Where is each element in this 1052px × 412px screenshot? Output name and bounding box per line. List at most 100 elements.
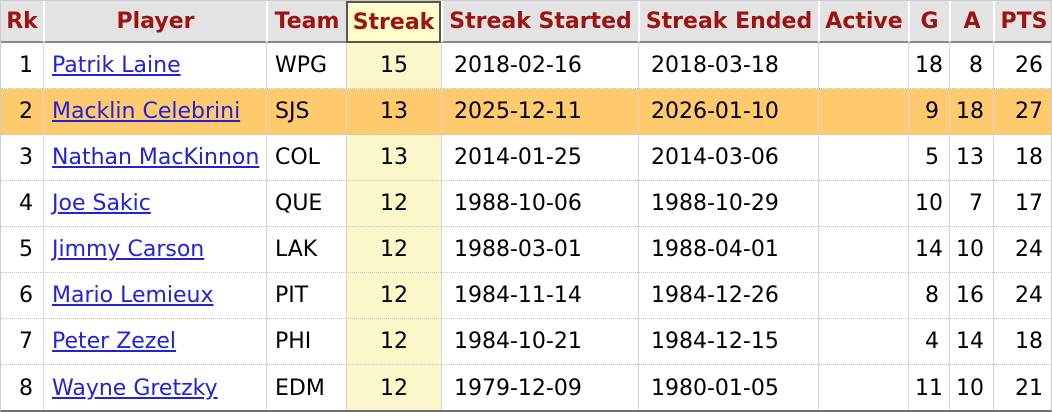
cell-active [818, 89, 908, 135]
cell-assists: 8 [949, 43, 993, 89]
cell-active [818, 319, 908, 365]
player-link[interactable]: Mario Lemieux [52, 283, 214, 308]
cell-assists: 18 [949, 89, 993, 135]
player-link[interactable]: Macklin Celebrini [52, 99, 241, 124]
cell-player: Mario Lemieux [43, 273, 266, 319]
player-link[interactable]: Wayne Gretzky [52, 375, 218, 401]
cell-points: 27 [993, 89, 1051, 135]
column-header-team[interactable]: Team [266, 1, 346, 43]
cell-streak: 15 [346, 43, 441, 89]
cell-goals: 4 [908, 319, 949, 365]
cell-team: LAK [266, 227, 346, 273]
cell-assists: 14 [949, 319, 993, 365]
table-row: 3 Nathan MacKinnon COL 13 2014-01-25 201… [1, 135, 1051, 181]
cell-streak-started: 2014-01-25 [441, 135, 638, 181]
cell-goals: 5 [908, 135, 949, 181]
player-link[interactable]: Patrik Laine [52, 53, 181, 78]
cell-streak-ended: 1980-01-05 [638, 365, 818, 410]
cell-goals: 11 [908, 365, 949, 410]
cell-points: 21 [993, 365, 1051, 410]
cell-assists: 10 [949, 365, 993, 410]
cell-streak: 12 [346, 273, 441, 319]
cell-rank: 4 [1, 181, 43, 227]
header-row: Rk Player Team Streak Streak Started Str… [1, 1, 1051, 43]
cell-points: 18 [993, 135, 1051, 181]
cell-goals: 18 [908, 43, 949, 89]
cell-player: Macklin Celebrini [43, 89, 266, 135]
cell-streak-ended: 1988-04-01 [638, 227, 818, 273]
cell-streak: 12 [346, 227, 441, 273]
table-row: 8 Wayne Gretzky EDM 12 1979-12-09 1980-0… [1, 365, 1051, 410]
cell-team: EDM [266, 365, 346, 410]
cell-player: Nathan MacKinnon [43, 135, 266, 181]
cell-streak-started: 1988-10-06 [441, 181, 638, 227]
column-header-assists[interactable]: A [949, 1, 993, 43]
cell-streak-started: 2025-12-11 [441, 89, 638, 135]
cell-streak-started: 1984-11-14 [441, 273, 638, 319]
cell-team: SJS [266, 89, 346, 135]
cell-active [818, 273, 908, 319]
cell-goals: 14 [908, 227, 949, 273]
column-header-rank[interactable]: Rk [1, 1, 43, 43]
cell-streak: 12 [346, 181, 441, 227]
cell-points: 26 [993, 43, 1051, 89]
column-header-active[interactable]: Active [818, 1, 908, 43]
cell-streak: 12 [346, 365, 441, 410]
cell-goals: 8 [908, 273, 949, 319]
cell-streak-started: 1979-12-09 [441, 365, 638, 410]
cell-rank: 2 [1, 89, 43, 135]
cell-goals: 9 [908, 89, 949, 135]
column-header-points[interactable]: PTS [993, 1, 1051, 43]
cell-active [818, 43, 908, 89]
column-header-streak-started[interactable]: Streak Started [441, 1, 638, 43]
column-header-goals[interactable]: G [908, 1, 949, 43]
player-link[interactable]: Peter Zezel [52, 329, 177, 354]
cell-streak-ended: 2018-03-18 [638, 43, 818, 89]
table-row: 5 Jimmy Carson LAK 12 1988-03-01 1988-04… [1, 227, 1051, 273]
table-row: 7 Peter Zezel PHI 12 1984-10-21 1984-12-… [1, 319, 1051, 365]
table-body: 1 Patrik Laine WPG 15 2018-02-16 2018-03… [1, 43, 1051, 410]
cell-team: WPG [266, 43, 346, 89]
table-header: Rk Player Team Streak Streak Started Str… [1, 1, 1051, 43]
cell-goals: 10 [908, 181, 949, 227]
cell-player: Peter Zezel [43, 319, 266, 365]
cell-streak-started: 1984-10-21 [441, 319, 638, 365]
cell-player: Patrik Laine [43, 43, 266, 89]
cell-streak: 13 [346, 135, 441, 181]
cell-team: QUE [266, 181, 346, 227]
table-row: 1 Patrik Laine WPG 15 2018-02-16 2018-03… [1, 43, 1051, 89]
cell-assists: 10 [949, 227, 993, 273]
cell-rank: 6 [1, 273, 43, 319]
table-row: 2 Macklin Celebrini SJS 13 2025-12-11 20… [1, 89, 1051, 135]
cell-points: 24 [993, 227, 1051, 273]
column-header-streak-sorted[interactable]: Streak [346, 1, 441, 43]
cell-active [818, 135, 908, 181]
cell-streak-started: 2018-02-16 [441, 43, 638, 89]
cell-points: 18 [993, 319, 1051, 365]
cell-player: Wayne Gretzky [43, 365, 266, 410]
column-header-player[interactable]: Player [43, 1, 266, 43]
cell-points: 17 [993, 181, 1051, 227]
cell-team: PHI [266, 319, 346, 365]
player-link[interactable]: Joe Sakic [52, 191, 151, 216]
cell-streak-started: 1988-03-01 [441, 227, 638, 273]
cell-streak: 13 [346, 89, 441, 135]
cell-player: Joe Sakic [43, 181, 266, 227]
cell-streak-ended: 1984-12-26 [638, 273, 818, 319]
cell-rank: 5 [1, 227, 43, 273]
cell-rank: 1 [1, 43, 43, 89]
player-link[interactable]: Jimmy Carson [52, 237, 205, 262]
cell-player: Jimmy Carson [43, 227, 266, 273]
cell-active [818, 365, 908, 410]
player-link[interactable]: Nathan MacKinnon [52, 145, 260, 170]
cell-streak-ended: 1984-12-15 [638, 319, 818, 365]
cell-active [818, 181, 908, 227]
cell-streak-ended: 2026-01-10 [638, 89, 818, 135]
cell-assists: 13 [949, 135, 993, 181]
cell-streak: 12 [346, 319, 441, 365]
cell-assists: 7 [949, 181, 993, 227]
column-header-streak-ended[interactable]: Streak Ended [638, 1, 818, 43]
table-row: 6 Mario Lemieux PIT 12 1984-11-14 1984-1… [1, 273, 1051, 319]
